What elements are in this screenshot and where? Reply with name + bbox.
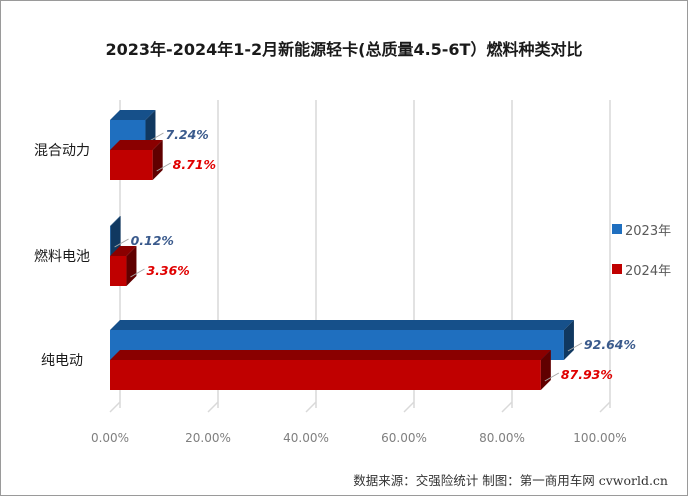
data-label: 3.36%: [146, 263, 189, 278]
leader-line: [130, 268, 145, 278]
leader-line: [544, 372, 560, 382]
gridline-base: [109, 401, 121, 413]
bar-2023年: [110, 226, 111, 256]
bar-side-2024年: [126, 246, 137, 286]
legend-swatch-2024: [612, 264, 622, 274]
gridline-base: [207, 401, 219, 413]
data-label: 8.71%: [173, 157, 216, 172]
data-label: 0.12%: [131, 233, 174, 248]
x-tick-label: 0.00%: [91, 431, 129, 445]
x-tick-label: 20.00%: [185, 431, 231, 445]
bar-top-2023年: [110, 110, 156, 120]
gridline-base: [403, 401, 415, 413]
bar-top-2023年: [110, 216, 121, 226]
data-label: 7.24%: [165, 127, 208, 142]
bar-2024年: [110, 360, 541, 390]
legend: 2023年 2024年: [612, 220, 682, 300]
bar-side-2023年: [110, 216, 121, 256]
x-tick-label: 40.00%: [283, 431, 329, 445]
bar-side-2024年: [540, 350, 551, 390]
x-tick-label: 60.00%: [381, 431, 427, 445]
gridline-base: [501, 401, 513, 413]
bar-top-2023年: [110, 320, 574, 330]
gridline-base: [599, 401, 611, 413]
category-label: 燃料电池: [34, 248, 90, 265]
bar-top-2024年: [110, 140, 163, 150]
leader-line: [156, 162, 171, 172]
bar-side-2023年: [563, 320, 574, 360]
x-tick-label: 100.00%: [573, 431, 626, 445]
gridline-base: [305, 401, 317, 413]
category-label: 纯电动: [41, 353, 83, 369]
leader-line: [567, 342, 583, 352]
leader-line: [149, 132, 164, 142]
category-label: 混合动力: [34, 143, 90, 159]
bar-top-2024年: [110, 350, 551, 360]
bar-side-2024年: [152, 140, 163, 180]
leader-line: [114, 238, 129, 248]
bar-2024年: [110, 150, 153, 180]
data-label: 87.93%: [561, 367, 613, 382]
legend-label-2024: 2024年: [625, 263, 672, 279]
legend-item-2024: 2024年: [612, 260, 682, 279]
source-note: 数据来源：交强险统计 制图：第一商用车网 cvworld.cn: [353, 473, 668, 488]
chart-title: 2023年-2024年1-2月新能源轻卡(总质量4.5-6T）燃料种类对比: [105, 40, 583, 59]
x-tick-label: 80.00%: [479, 431, 525, 445]
legend-item-2023: 2023年: [612, 220, 682, 239]
bar-2024年: [110, 256, 127, 286]
legend-label-2023: 2023年: [625, 223, 672, 239]
data-label: 92.64%: [584, 337, 636, 352]
legend-swatch-2023: [612, 224, 622, 234]
bar-top-2024年: [110, 246, 137, 256]
